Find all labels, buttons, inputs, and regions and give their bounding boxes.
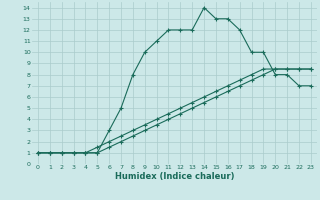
X-axis label: Humidex (Indice chaleur): Humidex (Indice chaleur) bbox=[115, 172, 234, 181]
